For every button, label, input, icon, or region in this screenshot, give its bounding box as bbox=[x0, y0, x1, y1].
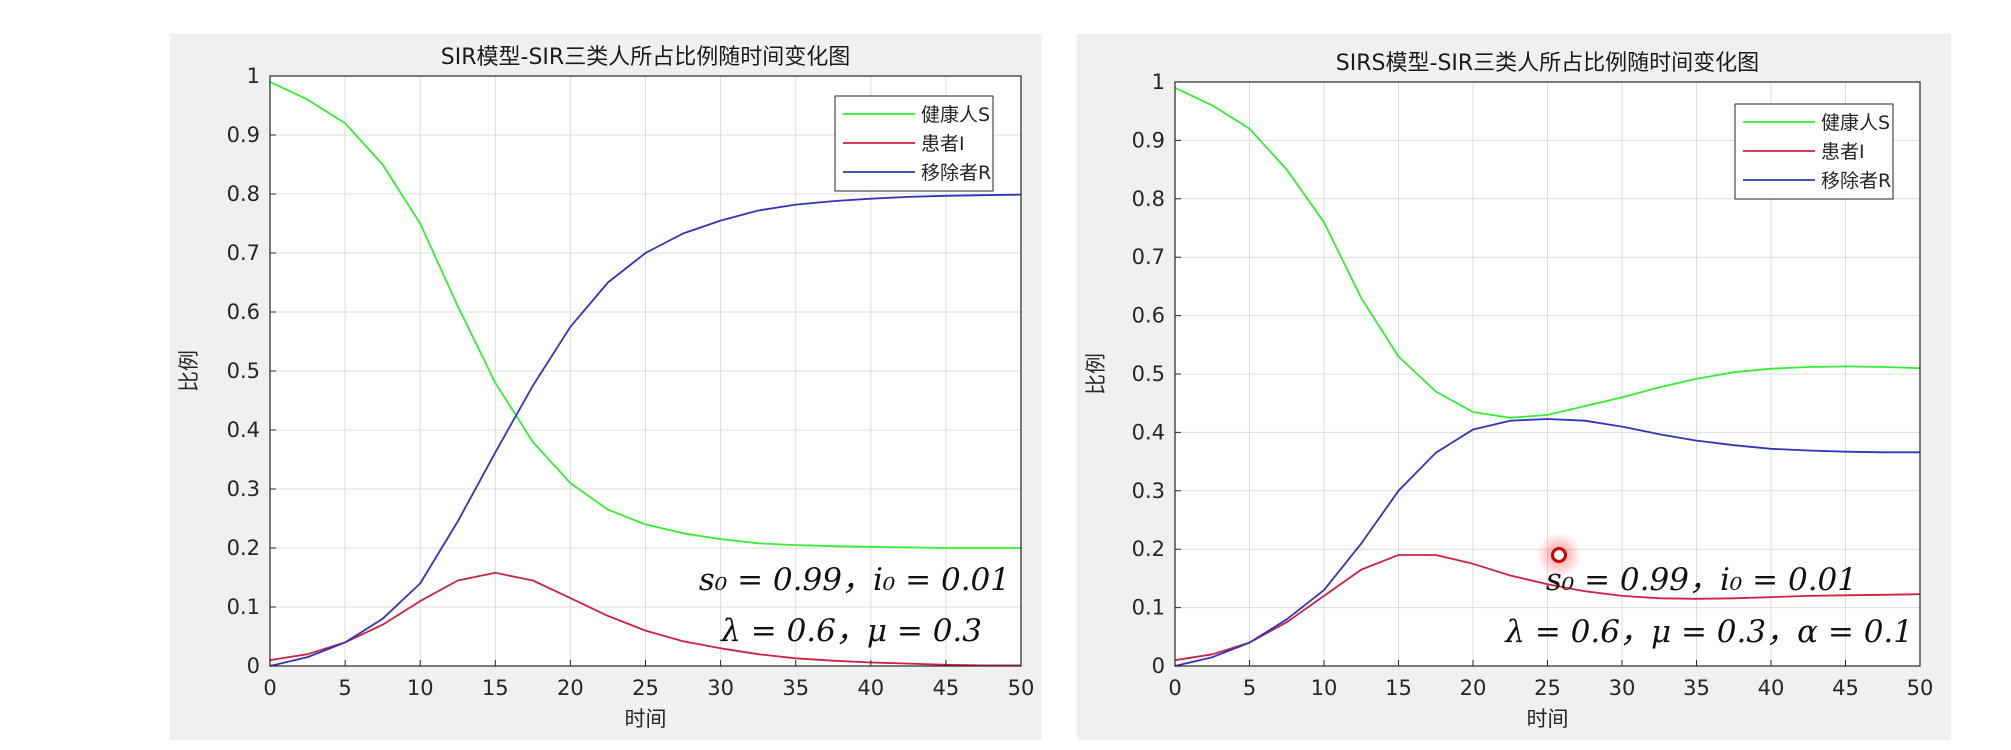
chart2-ytick-label: 0.6 bbox=[1132, 304, 1165, 328]
chart2-ytick-label: 0.8 bbox=[1132, 187, 1165, 211]
chart1-series-line-susceptible bbox=[269, 81, 1021, 549]
sirs-chart: 0 5 10 15 20 25 30 35 40 45 50 0 0.1 0.2 0.3 0.4 0.5 0.6 0… bbox=[1084, 51, 1934, 731]
chart2-legend-label-susceptible: 健康人S bbox=[1821, 112, 1890, 134]
chart1-xtick-label: 45 bbox=[933, 676, 960, 700]
chart1-ytick-label: 0 bbox=[247, 654, 260, 678]
chart1-series-line-removed bbox=[269, 193, 1022, 667]
chart1-xtick-label: 15 bbox=[482, 676, 509, 700]
chart2-series-line-infected bbox=[1174, 554, 1921, 662]
chart2-xtick-label: 30 bbox=[1609, 676, 1636, 700]
chart1-annotation: s₀ = 0.99，i₀ = 0.01 bbox=[699, 562, 1010, 598]
chart1-ytick-label: 0.3 bbox=[227, 477, 260, 501]
chart2-xtick-label: 10 bbox=[1311, 676, 1338, 700]
chart2-xtick-label: 50 bbox=[1907, 676, 1934, 700]
chart1-xtick-label: 30 bbox=[707, 676, 734, 700]
chart1-xtick-label: 5 bbox=[338, 676, 351, 700]
chart2-ytick-label: 0.4 bbox=[1132, 420, 1165, 444]
chart1-ytick-label: 0.7 bbox=[227, 241, 260, 265]
chart1-annotation: λ = 0.6，μ = 0.3 bbox=[719, 613, 982, 649]
chart1-legend-label-infected: 患者I bbox=[921, 133, 965, 155]
chart1-ytick-label: 0.4 bbox=[227, 418, 260, 442]
chart1-xtick-label: 25 bbox=[632, 676, 659, 700]
chart2-xtick-label: 40 bbox=[1758, 676, 1785, 700]
chart2-ytick-label: 0.5 bbox=[1132, 362, 1165, 386]
chart2-annotation: s₀ = 0.99，i₀ = 0.01 bbox=[1546, 562, 1857, 598]
chart1-ytick-label: 0.2 bbox=[227, 536, 260, 560]
chart2-legend-label-removed: 移除者R bbox=[1821, 170, 1891, 192]
chart2-ytick-label: 0.7 bbox=[1132, 245, 1165, 269]
chart2-ytick-label: 0.1 bbox=[1132, 596, 1165, 620]
chart1-legend-label-susceptible: 健康人S bbox=[921, 104, 990, 126]
chart2-xtick-label: 15 bbox=[1385, 676, 1412, 700]
chart2-xtick-label: 0 bbox=[1168, 676, 1181, 700]
chart1-title: SIR模型-SIR三类人所占比例随时间变化图 bbox=[441, 45, 850, 70]
chart1-ytick-label: 0.9 bbox=[227, 123, 260, 147]
chart2-xtick-label: 25 bbox=[1534, 676, 1561, 700]
chart1-xtick-label: 40 bbox=[857, 676, 884, 700]
chart2-ytick-label: 0.2 bbox=[1132, 537, 1165, 561]
chart2-ylabel: 比例 bbox=[1084, 353, 1108, 395]
chart1-ytick-label: 0.1 bbox=[227, 595, 260, 619]
chart1-xlabel: 时间 bbox=[625, 707, 667, 731]
chart1-ytick-label: 0.6 bbox=[227, 300, 260, 324]
chart1-xtick-label: 10 bbox=[407, 676, 434, 700]
chart1-ytick-label: 1 bbox=[247, 64, 260, 88]
chart2-xtick-label: 20 bbox=[1460, 676, 1487, 700]
sirs-chart-panel: 0 5 10 15 20 25 30 35 40 45 50 0 0.1 0.2 0.3 0.4 0.5 0.6 0… bbox=[1077, 34, 1951, 740]
chart1-xtick-label: 35 bbox=[782, 676, 809, 700]
chart2-series-line-removed bbox=[1174, 418, 1920, 667]
chart2-ytick-label: 0.9 bbox=[1132, 128, 1165, 152]
chart1-xtick-label: 0 bbox=[263, 676, 276, 700]
chart2-xtick-label: 35 bbox=[1683, 676, 1710, 700]
sir-chart: 0 5 10 15 20 25 30 35 40 45 50 0 0.1 0.2 0.3 0.4 0.5 0.6 0… bbox=[177, 45, 1035, 731]
chart2-ytick-label: 0.3 bbox=[1132, 479, 1165, 503]
chart2-ytick-label: 1 bbox=[1152, 70, 1165, 94]
chart1-series-line-infected bbox=[269, 571, 1021, 667]
sir-chart-panel: 0 5 10 15 20 25 30 35 40 45 50 0 0.1 0.2 0.3 0.4 0.5 0.6 0… bbox=[170, 34, 1042, 740]
chart1-ylabel: 比例 bbox=[177, 350, 201, 392]
chart2-ytick-label: 0 bbox=[1152, 654, 1165, 678]
chart2-title: SIRS模型-SIR三类人所占比例随时间变化图 bbox=[1336, 51, 1759, 76]
chart1-xtick-label: 20 bbox=[557, 676, 584, 700]
chart2-xtick-label: 5 bbox=[1243, 676, 1256, 700]
chart2-xtick-label: 45 bbox=[1832, 676, 1859, 700]
chart1-ytick-label: 0.8 bbox=[227, 182, 260, 206]
chart2-annotation: λ = 0.6，μ = 0.3，α = 0.1 bbox=[1503, 614, 1913, 650]
chart2-legend-label-infected: 患者I bbox=[1821, 141, 1865, 163]
chart1-legend-label-removed: 移除者R bbox=[921, 162, 991, 184]
chart2-xlabel: 时间 bbox=[1527, 707, 1569, 731]
chart1-ytick-label: 0.5 bbox=[227, 359, 260, 383]
chart1-xtick-label: 50 bbox=[1008, 676, 1035, 700]
chart2-series-line-susceptible bbox=[1174, 86, 1921, 419]
